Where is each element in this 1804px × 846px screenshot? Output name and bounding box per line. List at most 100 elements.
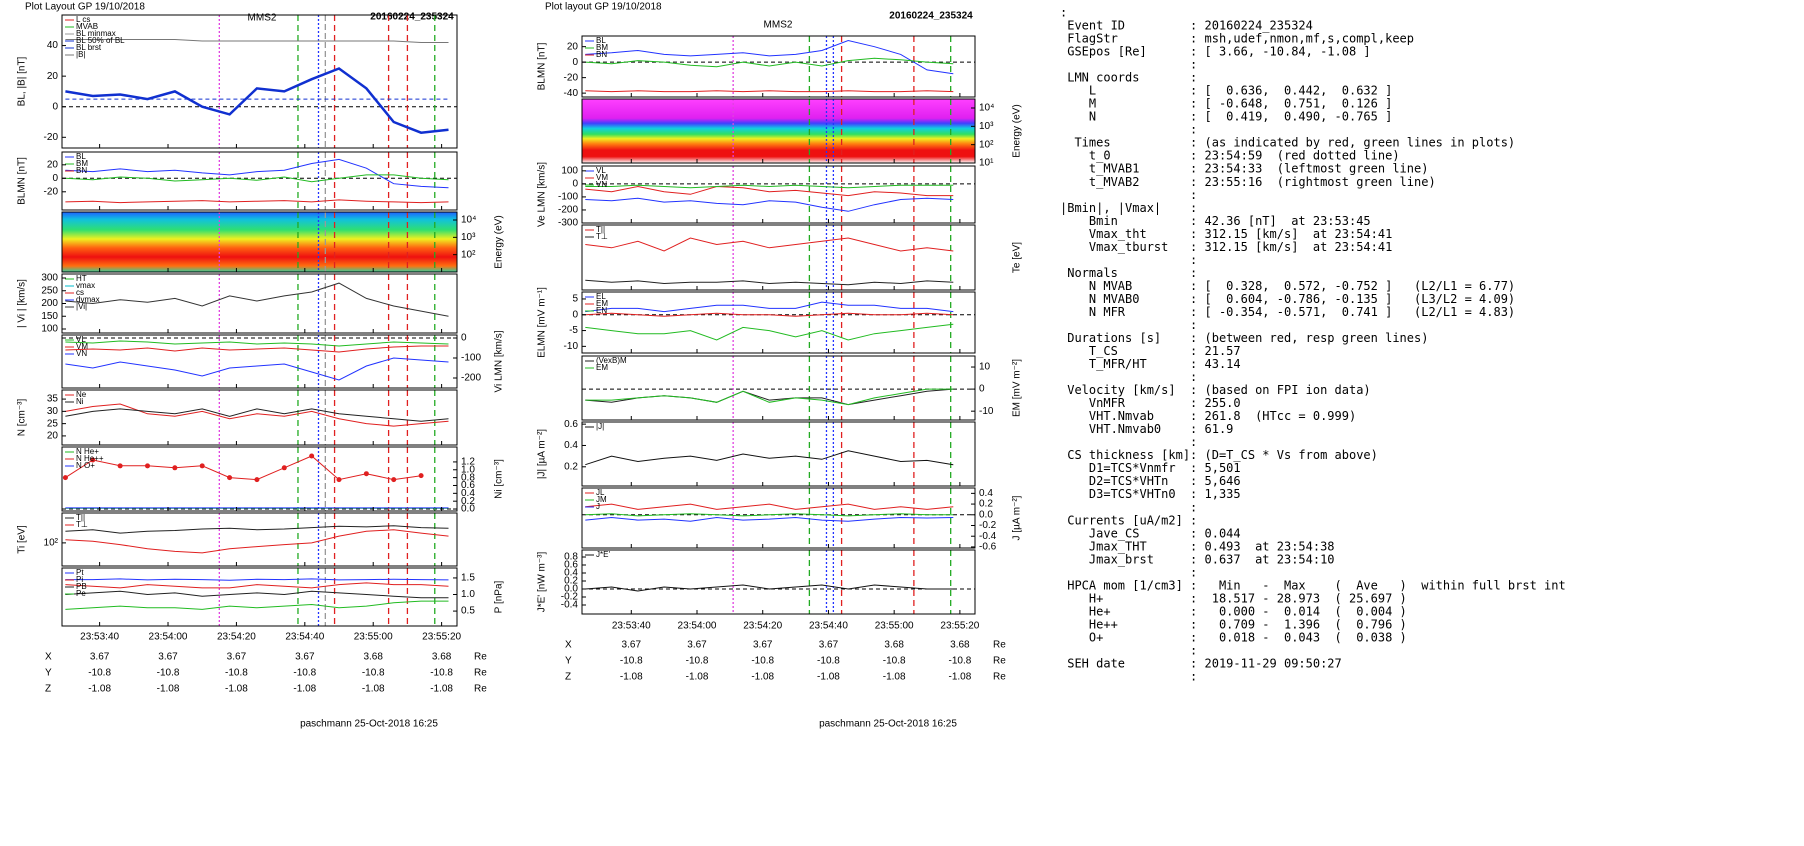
- point: [172, 465, 178, 471]
- trace: [65, 357, 449, 381]
- y-tick-label: 10¹: [979, 158, 994, 169]
- legend-entry: Pi: [76, 575, 83, 584]
- y-tick-label: 10²: [44, 538, 59, 549]
- y-tick-label: 0: [572, 309, 578, 320]
- panel: [65, 390, 449, 445]
- y-tick-label: -40: [564, 88, 579, 99]
- summary-line: Durations [s] : (between red, resp green…: [1060, 331, 1428, 345]
- trace: [65, 199, 449, 204]
- position-value: -1.08: [620, 672, 643, 683]
- y-axis-label: BL, |B| [nT]: [17, 56, 28, 106]
- point: [144, 463, 150, 469]
- y-axis-label: J*E' [nW m⁻³]: [537, 552, 548, 613]
- x-tick-label: 23:53:40: [80, 632, 119, 643]
- summary-line: :: [1060, 435, 1197, 449]
- x-tick-label: 23:54:20: [743, 621, 782, 632]
- position-value: -10.8: [620, 656, 643, 667]
- legend-entry: VN: [76, 349, 87, 358]
- y-tick-label: 0: [52, 173, 58, 184]
- panel-frame: [61, 211, 458, 273]
- y-tick-label: 0: [461, 333, 467, 344]
- panel-frame: [581, 165, 976, 224]
- legend-entry: dvmax: [76, 295, 100, 304]
- position-value: -1.08: [88, 684, 111, 695]
- summary-line: Jmax_THT : 0.493 at 23:54:38: [1060, 539, 1335, 553]
- legend-entry: Ne: [76, 390, 87, 399]
- trace: [65, 340, 449, 347]
- summary-line: :: [1060, 253, 1197, 267]
- summary-line: M : [ -0.648, 0.751, 0.126 ]: [1060, 97, 1392, 111]
- summary-line: N MVAB0 : [ 0.604, -0.786, -0.135 ] (L3/…: [1060, 292, 1515, 306]
- position-value: -10.8: [948, 656, 971, 667]
- summary-line: FlagStr : msh,udef,nmon,mf,s,compl,keep: [1060, 32, 1414, 46]
- y-tick-label: 20: [47, 71, 59, 82]
- x-tick-label: 23:54:00: [149, 632, 188, 643]
- point: [418, 473, 424, 479]
- y-tick-label: 5: [572, 294, 578, 305]
- panel-frame: [581, 291, 976, 354]
- trace: [65, 403, 449, 427]
- summary-line: t_MVAB1 : 23:54:33 (leftmost green line): [1060, 162, 1428, 176]
- y-tick-label: 0.2: [461, 496, 475, 507]
- legend-entry: vmax: [76, 281, 95, 290]
- event-id: 20160224_235324: [370, 12, 454, 23]
- trace: [585, 312, 954, 317]
- position-value: 3.68: [950, 640, 970, 651]
- position-value: -10.8: [157, 668, 180, 679]
- legend-entry: BL minmax: [76, 29, 116, 38]
- position-value: 3.67: [158, 652, 178, 663]
- y-tick-label: 300: [41, 273, 58, 284]
- legend-entry: T||: [596, 225, 605, 234]
- summary-line: :: [1060, 565, 1197, 579]
- summary-line: N : [ 0.419, 0.490, -0.765 ]: [1060, 110, 1392, 124]
- x-tick-label: 23:55:20: [940, 621, 979, 632]
- summary-line: T_CS : 21.57: [1060, 344, 1241, 358]
- summary-line: :: [1060, 188, 1197, 202]
- trace: [585, 301, 954, 313]
- summary-line: Jmax_brst : 0.637 at 23:54:10: [1060, 552, 1335, 566]
- trace: [585, 184, 954, 189]
- position-value: -10.8: [225, 668, 248, 679]
- position-value: -10.8: [430, 668, 453, 679]
- y-tick-label: 35: [47, 394, 59, 405]
- position-value: -1.08: [225, 684, 248, 695]
- point: [309, 453, 315, 459]
- y-tick-label: -200: [461, 373, 481, 384]
- summary-line: |Bmin|, |Vmax| :: [1060, 201, 1197, 215]
- legend-entry: Ni: [76, 397, 84, 406]
- summary-line: t_0 : 23:54:59 (red dotted line): [1060, 149, 1400, 163]
- trace: [65, 67, 449, 134]
- position-value: -1.08: [293, 684, 316, 695]
- legend-entry: T||: [76, 513, 85, 522]
- point: [254, 477, 260, 483]
- position-value: 3.67: [622, 640, 642, 651]
- y-tick-label: -20: [44, 186, 59, 197]
- x-tick-label: 23:55:00: [354, 632, 393, 643]
- legend-entry: PB: [76, 582, 87, 591]
- position-value: 3.67: [687, 640, 707, 651]
- panel: [582, 356, 975, 420]
- summary-line: Event ID : 20160224_235324: [1060, 19, 1313, 33]
- y-axis-label: Ni [cm⁻³]: [494, 459, 505, 499]
- y-tick-label: -100: [461, 353, 481, 364]
- y-tick-label: 40: [47, 40, 59, 51]
- y-axis-label: BLMN [nT]: [17, 157, 28, 205]
- position-value: -1.08: [430, 684, 453, 695]
- x-tick-label: 23:55:20: [422, 632, 461, 643]
- legend-entry: N O+: [76, 461, 95, 470]
- y-tick-label: 1.2: [461, 457, 475, 468]
- trace: [65, 282, 449, 317]
- position-value: 3.68: [432, 652, 452, 663]
- summary-line: D2=TCS*VHTn : 5,646: [1060, 474, 1241, 488]
- summary-line: D3=TCS*VHTn0 : 1,335: [1060, 487, 1241, 501]
- point: [90, 457, 96, 463]
- summary-line: :: [1060, 500, 1197, 514]
- position-unit: Re: [993, 640, 1006, 651]
- trace: [65, 600, 449, 610]
- summary-line: Vmax_tburst : 312.15 [km/s] at 23:54:41: [1060, 240, 1392, 254]
- legend-entry: Pt: [76, 568, 84, 577]
- y-tick-label: 20: [47, 431, 59, 442]
- legend-entry: VL: [596, 166, 606, 175]
- y-tick-label: 10: [979, 362, 991, 373]
- position-value: -10.8: [293, 668, 316, 679]
